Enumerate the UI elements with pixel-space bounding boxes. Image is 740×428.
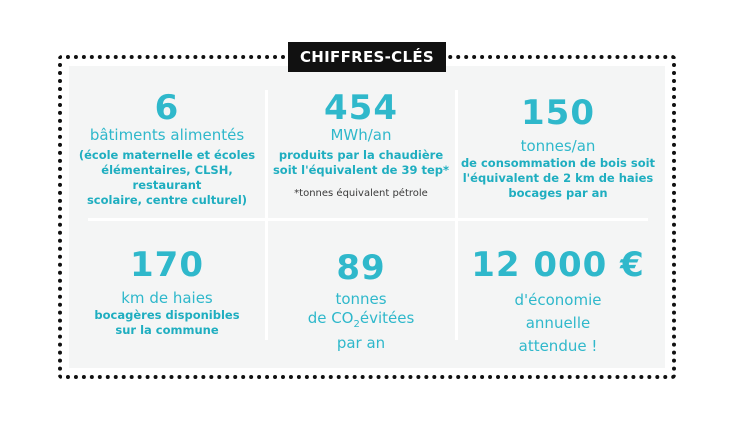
stat-label: de CO2évitées bbox=[268, 309, 454, 334]
stat-wood: 150 tonnes/an de consommation de bois so… bbox=[458, 95, 658, 201]
stat-detail: bocages par an bbox=[508, 186, 608, 200]
section-badge: CHIFFRES-CLÉS bbox=[288, 42, 446, 72]
stat-detail: élémentaires, CLSH, restaurant bbox=[101, 163, 233, 192]
stat-label: tonnes/an bbox=[520, 137, 596, 155]
stat-label-part: de CO bbox=[307, 309, 354, 327]
stat-co2: 89 tonnes de CO2évitées par an bbox=[268, 250, 454, 353]
stat-hedges: 170 km de haies bocagères disponibles su… bbox=[72, 247, 262, 338]
subscript: 2 bbox=[353, 319, 360, 330]
stat-energy: 454 MWh/an produits par la chaudière soi… bbox=[268, 90, 454, 200]
stat-label: tonnes bbox=[335, 290, 387, 308]
stat-savings: 12 000 € d'économie annuelle attendue ! bbox=[458, 247, 658, 358]
stat-detail: produits par la chaudière bbox=[278, 148, 444, 162]
stat-buildings: 6 bâtiments alimentés (école maternelle … bbox=[72, 90, 262, 208]
stat-label: km de haies bbox=[121, 289, 213, 307]
stat-detail: sur la commune bbox=[115, 323, 219, 337]
divider bbox=[88, 218, 648, 221]
stat-label: bâtiments alimentés bbox=[89, 126, 245, 144]
stat-detail: scolaire, centre culturel) bbox=[86, 193, 248, 207]
stat-detail: (école maternelle et écoles bbox=[78, 148, 256, 162]
stat-detail: de consommation de bois soit bbox=[460, 156, 656, 170]
stat-label: annuelle bbox=[525, 314, 591, 332]
stat-value: 150 bbox=[521, 93, 595, 133]
stat-value: 12 000 € bbox=[471, 245, 645, 285]
stat-value: 170 bbox=[130, 245, 204, 285]
stat-label: par an bbox=[336, 334, 386, 352]
stat-label: MWh/an bbox=[330, 126, 392, 144]
stat-label: d'économie bbox=[514, 291, 602, 309]
stat-footnote: *tonnes équivalent pétrole bbox=[294, 188, 428, 199]
stat-value: 454 bbox=[324, 88, 398, 128]
stat-detail: soit l'équivalent de 39 tep* bbox=[272, 163, 450, 177]
stat-value: 89 bbox=[336, 248, 386, 288]
divider bbox=[455, 90, 458, 340]
key-figures-panel bbox=[69, 66, 665, 368]
stat-detail: bocagères disponibles bbox=[94, 308, 240, 322]
stat-label: attendue ! bbox=[518, 337, 598, 355]
stat-value: 6 bbox=[154, 88, 180, 128]
stat-detail: l'équivalent de 2 km de haies bbox=[462, 171, 654, 185]
stat-label-part: évitées bbox=[359, 309, 415, 327]
divider bbox=[265, 90, 268, 340]
